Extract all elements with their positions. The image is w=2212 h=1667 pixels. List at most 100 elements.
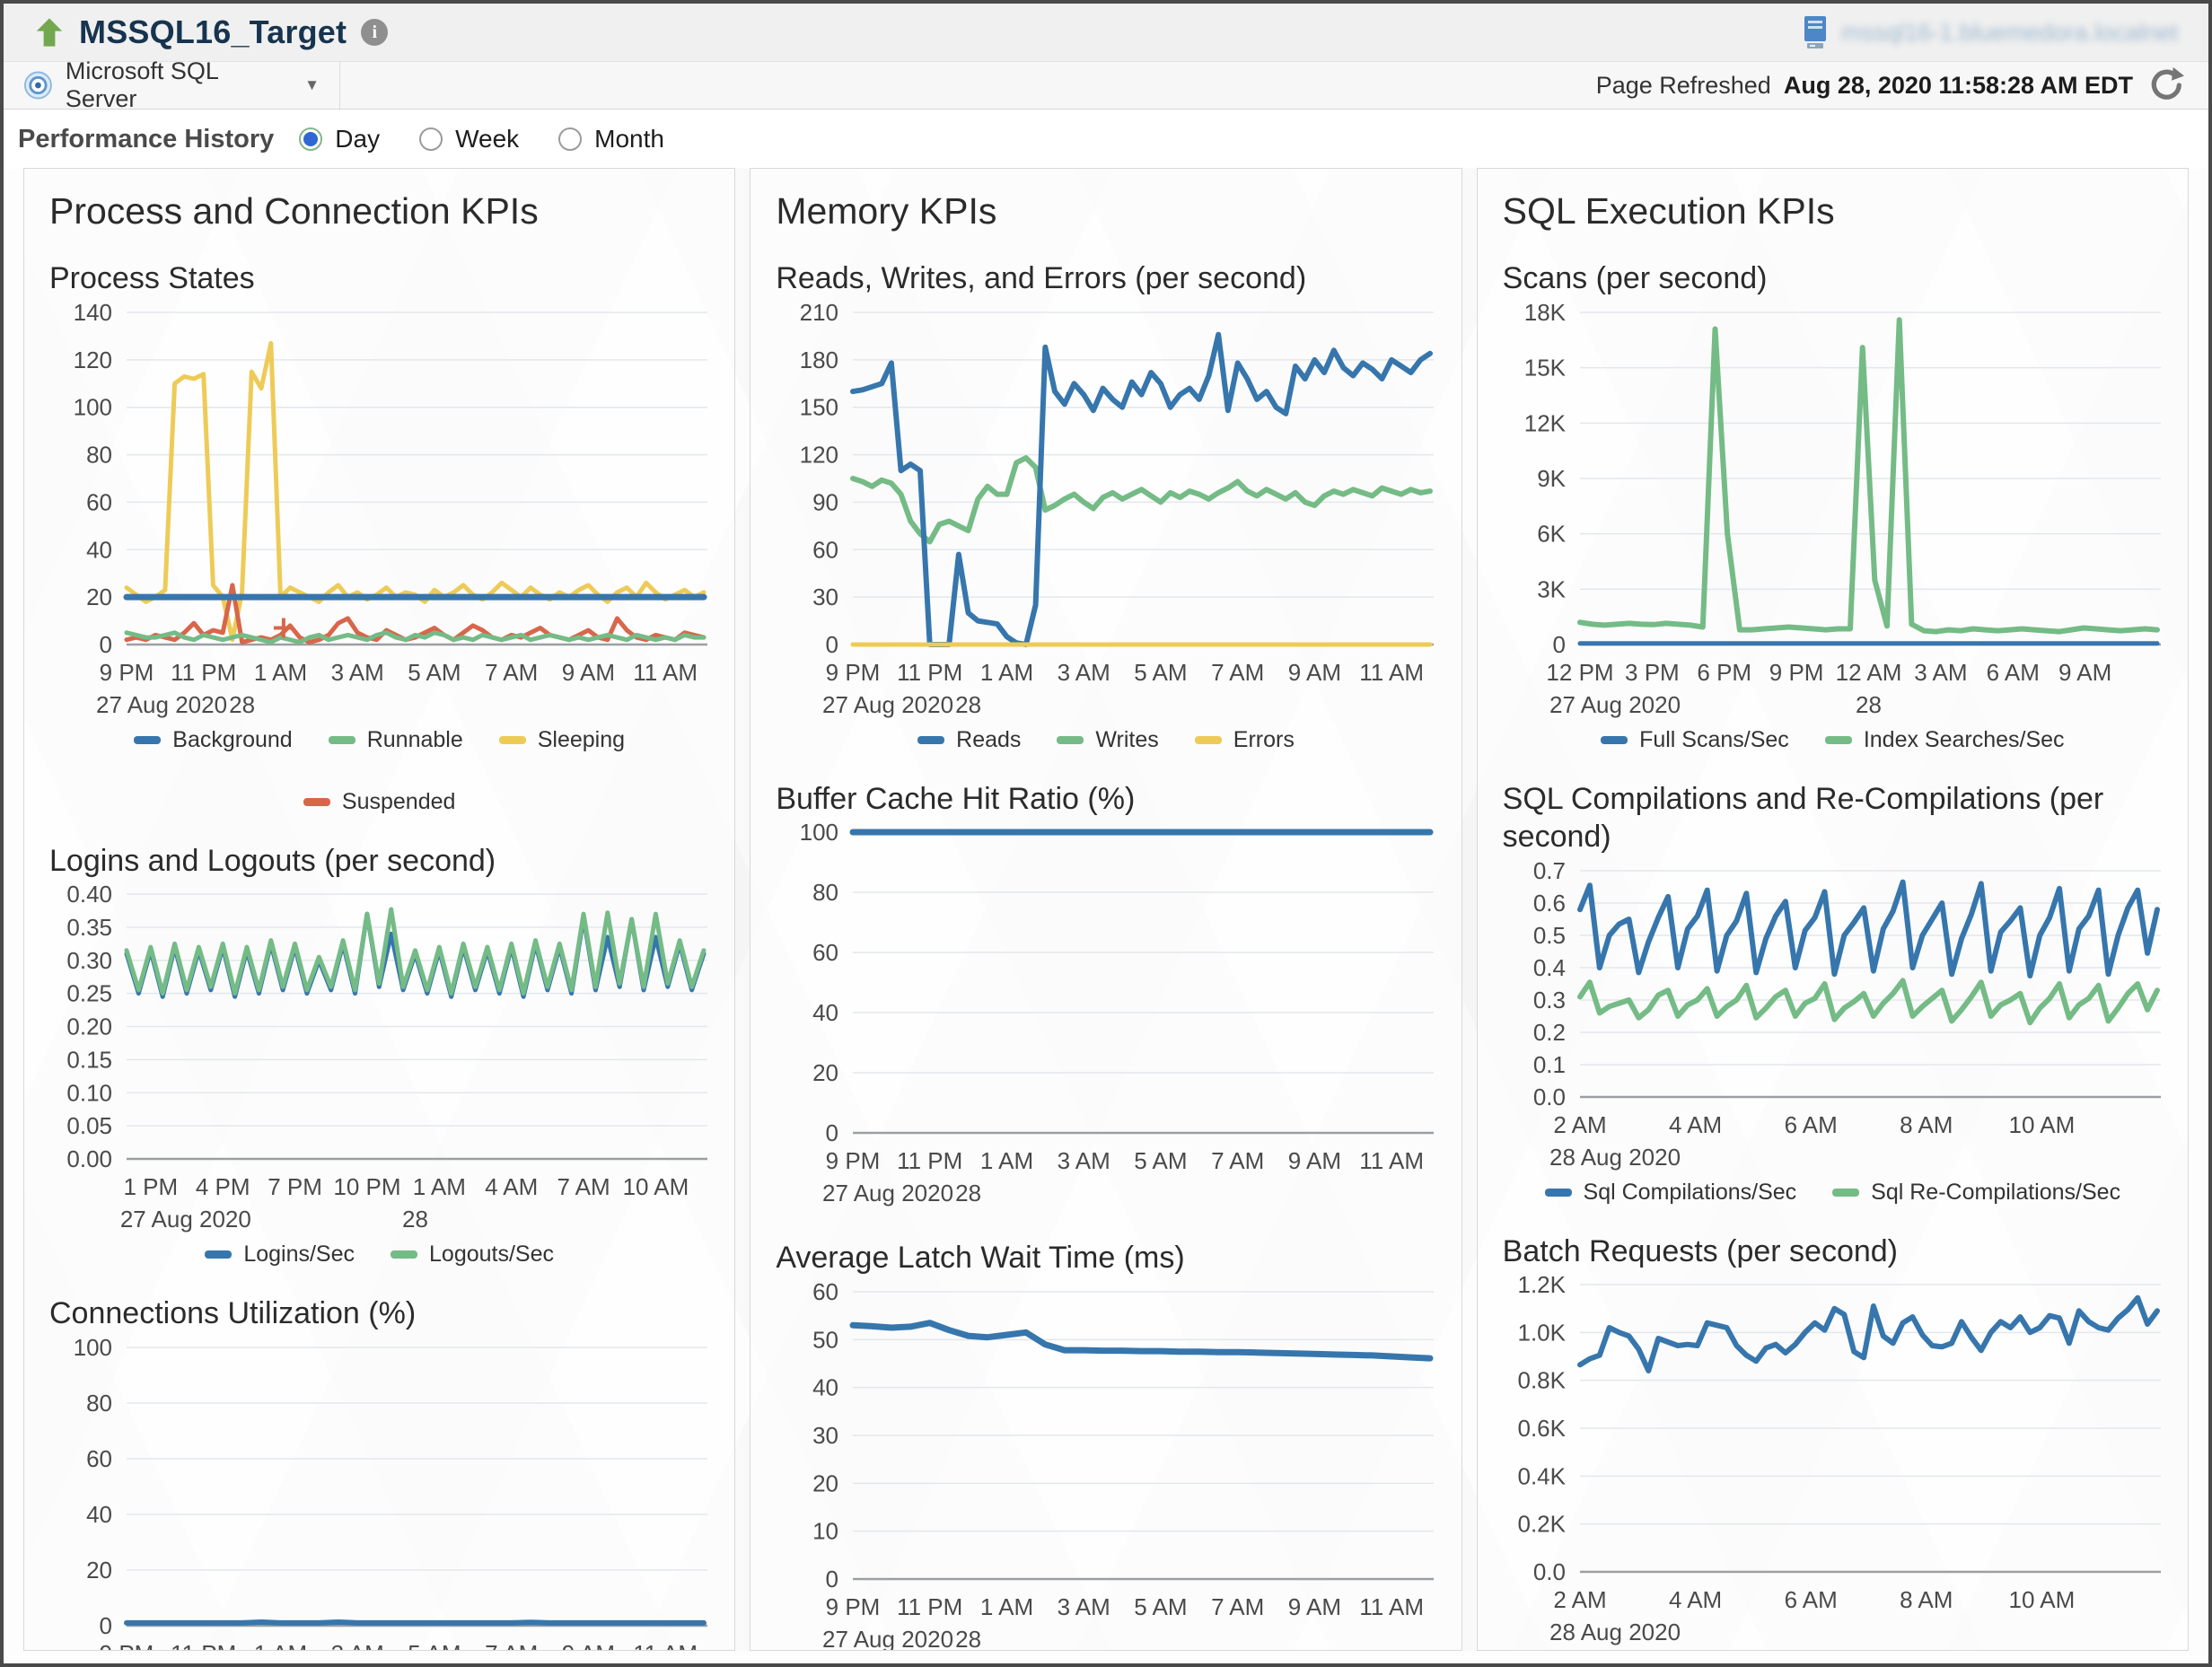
svg-text:6 AM: 6 AM [1784, 1586, 1837, 1613]
svg-text:7 AM: 7 AM [485, 1640, 538, 1652]
svg-text:0.15: 0.15 [66, 1046, 112, 1073]
legend-item[interactable]: Runnable [328, 727, 463, 753]
svg-text:0.05: 0.05 [66, 1112, 112, 1139]
legend-item[interactable]: Index Searches/Sec [1824, 727, 2065, 753]
svg-text:1 AM: 1 AM [413, 1173, 466, 1200]
scans-chart[interactable]: 0 3K 6K 9K 12K 15K 18K 12 PM 3 PM 6 PM 9 PM 12 AM 3 … [1503, 302, 2163, 753]
svg-text:9 AM: 9 AM [1288, 1147, 1341, 1174]
svg-text:0.35: 0.35 [66, 914, 112, 941]
svg-text:9 PM: 9 PM [826, 659, 881, 686]
svg-text:18K: 18K [1523, 302, 1566, 326]
svg-text:6 AM: 6 AM [1784, 1111, 1837, 1138]
legend-swatch [1194, 735, 1222, 744]
svg-text:9 AM: 9 AM [2058, 659, 2111, 686]
reads-writes-errors-chart[interactable]: 0 30 60 90 120 150 180 210 9 PM 11 PM 1 AM 3 AM 5 AM… [776, 302, 1435, 753]
svg-text:0.00: 0.00 [66, 1145, 112, 1172]
legend-item[interactable]: Logouts/Sec [391, 1241, 554, 1268]
svg-text:9 PM: 9 PM [100, 1640, 154, 1652]
legend-item[interactable]: Reads [917, 727, 1021, 753]
legend-label: Logins/Sec [243, 1241, 356, 1267]
svg-text:20: 20 [812, 1059, 838, 1086]
process-states-chart[interactable]: 0 20 40 60 80 100 120 140 9 PM 11 PM 1 AM 3 AM 5 AM 7… [49, 302, 709, 815]
svg-text:1 AM: 1 AM [254, 1640, 307, 1652]
legend-label: Background [172, 726, 293, 752]
svg-text:80: 80 [86, 1390, 112, 1417]
svg-text:7 AM: 7 AM [485, 659, 538, 686]
target-type-menu[interactable]: Microsoft SQL Server ▼ [4, 57, 340, 112]
svg-text:180: 180 [800, 346, 838, 373]
legend-item[interactable]: Writes [1057, 727, 1159, 753]
radio-week-label: Week [455, 125, 520, 153]
buffer-cache-hit-ratio-chart[interactable]: 0 20 40 60 80 100 9 PM 11 PM 1 AM 3 AM 5 AM 7 AM 9 A… [776, 821, 1435, 1212]
svg-text:80: 80 [812, 879, 838, 906]
refresh-icon[interactable] [2146, 66, 2185, 105]
svg-text:10 AM: 10 AM [2008, 1586, 2075, 1613]
panel-process-connection-kpis: Process and Connection KPIs Process Stat… [23, 168, 736, 1652]
panel-sql-execution-kpis: SQL Execution KPIs Scans (per second) 0 3… [1476, 168, 2189, 1651]
legend-item[interactable]: Sleeping [498, 727, 625, 753]
svg-text:60: 60 [812, 939, 838, 966]
legend-item[interactable]: Sql Compilations/Sec [1544, 1179, 1797, 1206]
svg-text:3 AM: 3 AM [1058, 659, 1110, 686]
svg-text:0: 0 [826, 1119, 838, 1146]
page-refreshed-label: Page Refreshed [1595, 71, 1771, 99]
svg-text:0.4: 0.4 [1533, 954, 1566, 981]
svg-text:0.5: 0.5 [1533, 922, 1566, 949]
radio-day[interactable]: Day [299, 125, 380, 154]
svg-text:0.1: 0.1 [1533, 1051, 1566, 1078]
svg-text:9 AM: 9 AM [562, 659, 615, 686]
svg-text:2 AM: 2 AM [1553, 1111, 1606, 1138]
legend-label: Sql Compilations/Sec [1583, 1179, 1797, 1205]
radio-day-circle[interactable] [299, 127, 323, 151]
legend-item[interactable]: Full Scans/Sec [1601, 727, 1789, 753]
svg-text:120: 120 [800, 441, 838, 468]
svg-text:6K: 6K [1537, 520, 1566, 547]
svg-text:10 AM: 10 AM [2008, 1111, 2075, 1138]
svg-text:60: 60 [86, 1445, 112, 1472]
average-latch-wait-chart[interactable]: 0 10 20 30 40 50 60 9 PM 11 PM 1 AM 3 AM 5 AM 7 AM 9 … [776, 1281, 1435, 1650]
svg-text:6 AM: 6 AM [1986, 659, 2039, 686]
svg-text:3 AM: 3 AM [331, 659, 384, 686]
radio-month[interactable]: Month [558, 125, 664, 154]
svg-text:11 AM: 11 AM [633, 659, 698, 686]
svg-text:0.40: 0.40 [66, 883, 112, 908]
svg-text:28 Aug 2020: 28 Aug 2020 [1549, 1619, 1681, 1645]
sql-compilations-chart[interactable]: 0.0 0.1 0.2 0.3 0.4 0.5 0.6 0.7 2 AM 4 AM 6 AM 8 AM… [1503, 860, 2163, 1206]
host-name[interactable]: mssql16-1.bluemedora.localnet [1840, 18, 2178, 46]
chart-title-buffer-cache-hit-ratio: Buffer Cache Hit Ratio (%) [776, 781, 1136, 816]
svg-text:20: 20 [812, 1470, 838, 1496]
radio-week-circle[interactable] [419, 127, 443, 151]
svg-text:3K: 3K [1537, 575, 1566, 602]
svg-text:5 AM: 5 AM [1135, 1147, 1188, 1174]
radio-month-circle[interactable] [558, 127, 583, 151]
svg-text:9 AM: 9 AM [1288, 1593, 1341, 1620]
legend-item[interactable]: Errors [1194, 727, 1295, 753]
legend-swatch [303, 797, 330, 806]
performance-history-bar: Performance History Day Week Month [4, 110, 2208, 169]
svg-text:7 AM: 7 AM [1211, 659, 1264, 686]
svg-text:12 PM: 12 PM [1546, 659, 1613, 686]
svg-text:27 Aug 2020: 27 Aug 2020 [120, 1206, 251, 1233]
legend-swatch [1544, 1188, 1572, 1197]
legend-item[interactable]: Background [134, 726, 293, 753]
svg-text:27 Aug 2020: 27 Aug 2020 [96, 691, 227, 718]
svg-text:50: 50 [812, 1326, 838, 1353]
svg-text:3 AM: 3 AM [331, 1640, 384, 1652]
svg-text:0: 0 [100, 1612, 112, 1639]
legend-label: Suspended [341, 788, 456, 814]
legend-label: Reads [956, 726, 1022, 752]
legend-label: Sql Re-Compilations/Sec [1871, 1179, 2121, 1205]
legend-item[interactable]: Logins/Sec [205, 1241, 355, 1268]
connections-utilization-chart[interactable]: 0 20 40 60 80 100 9 PM 11 PM 1 AM 3 AM 5 AM 7 AM 9 A… [49, 1337, 709, 1652]
svg-text:0.2: 0.2 [1533, 1019, 1566, 1046]
legend-item[interactable]: Sql Re-Compilations/Sec [1832, 1180, 2120, 1206]
svg-text:11 AM: 11 AM [1360, 1593, 1425, 1620]
svg-text:40: 40 [812, 999, 838, 1026]
radio-week[interactable]: Week [419, 125, 519, 154]
info-icon[interactable]: i [361, 19, 389, 46]
legend-item[interactable]: Suspended [303, 788, 456, 815]
svg-text:0: 0 [1552, 631, 1565, 658]
batch-requests-chart[interactable]: 0.0 0.2K 0.4K 0.6K 0.8K 1.0K 1.2K 2 AM 4 AM 6 AM 8… [1503, 1274, 2163, 1650]
svg-text:27 Aug 2020: 27 Aug 2020 [822, 691, 953, 718]
logins-logouts-chart[interactable]: 0.00 0.05 0.10 0.15 0.20 0.25 0.30 0.35 0.40 1 PM… [49, 883, 709, 1268]
